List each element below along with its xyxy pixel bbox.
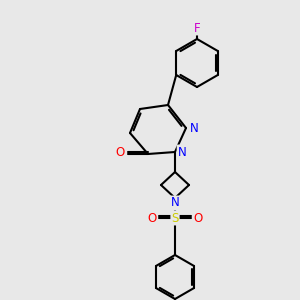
Text: O: O	[147, 212, 157, 224]
Text: S: S	[171, 212, 179, 224]
Text: N: N	[190, 122, 198, 134]
Text: F: F	[194, 22, 200, 34]
Text: N: N	[178, 146, 186, 158]
Text: O: O	[116, 146, 124, 160]
Text: O: O	[194, 212, 202, 224]
Text: N: N	[171, 196, 179, 209]
